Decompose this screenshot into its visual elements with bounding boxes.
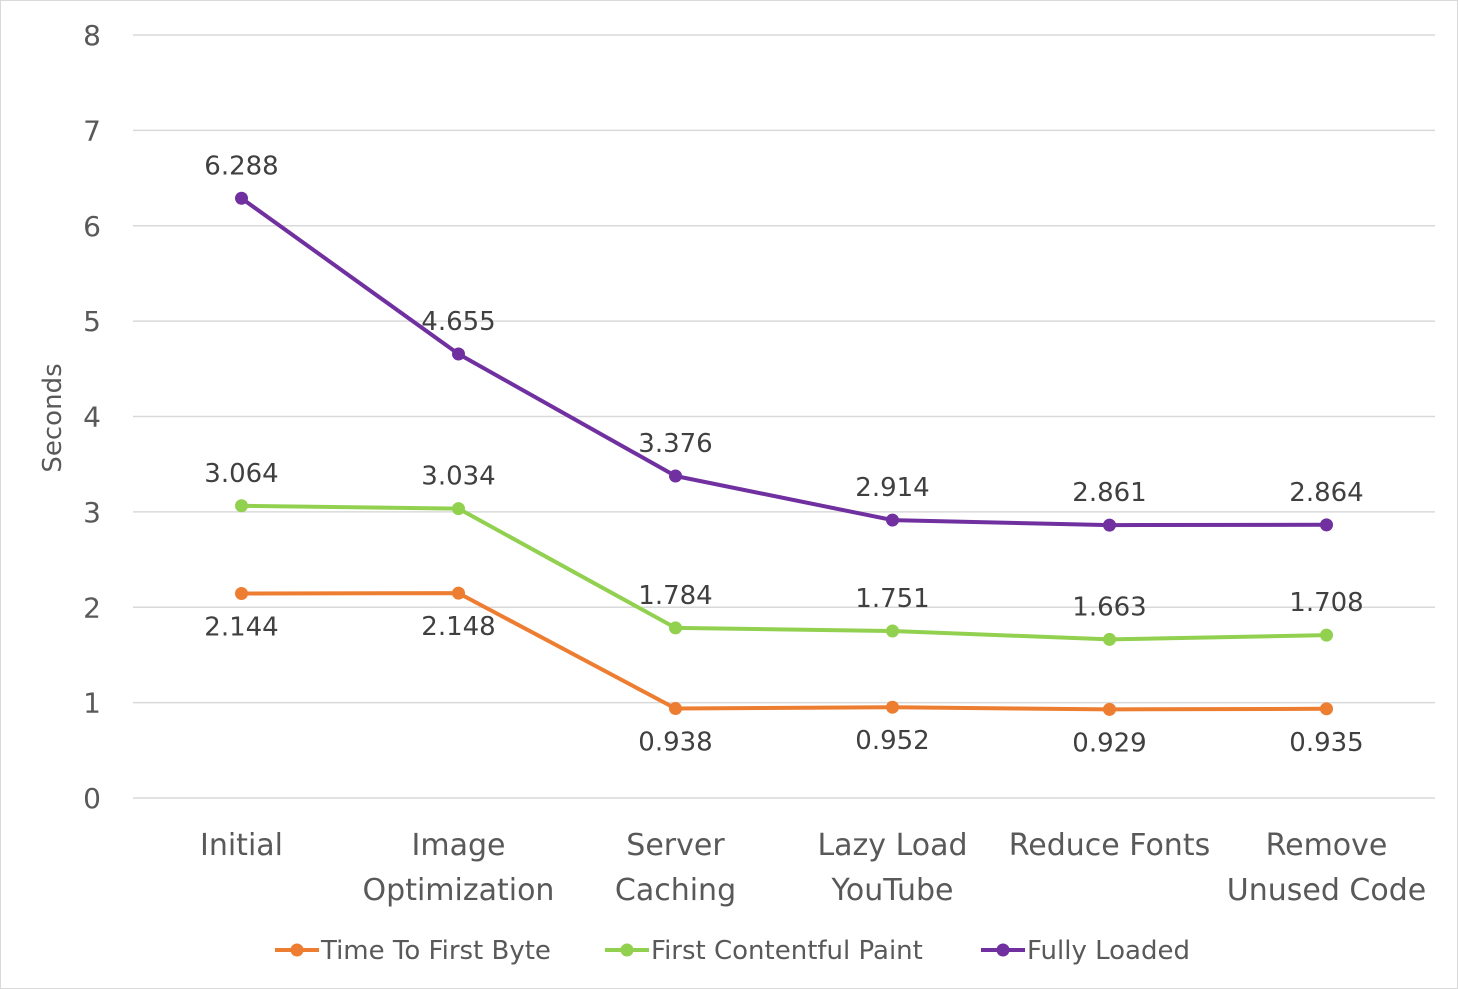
series-2: 6.288 4.655 3.376 2.914 2.861 2.864 (204, 151, 1364, 532)
data-point (1320, 518, 1333, 532)
data-label: 0.929 (1072, 728, 1146, 758)
data-point (1103, 632, 1116, 646)
y-tick-label: 5 (83, 305, 101, 338)
x-category-label-line: YouTube (831, 873, 954, 908)
x-category-label-line: Caching (615, 873, 736, 908)
data-point (886, 513, 899, 527)
data-label: 1.663 (1072, 592, 1146, 622)
legend-item: First Contentful Paint (605, 936, 923, 966)
x-category-label-line: Lazy Load (817, 828, 967, 863)
y-tick-label: 3 (83, 496, 101, 529)
legend-label: Time To First Byte (320, 936, 551, 966)
y-tick-label: 6 (83, 210, 101, 243)
gridlines (133, 34, 1435, 799)
data-point (1320, 702, 1333, 716)
y-tick-label: 4 (83, 401, 101, 434)
x-category-label: Initial (200, 828, 283, 863)
data-label: 0.935 (1289, 728, 1363, 758)
x-category-label-line: Reduce Fonts (1009, 828, 1210, 863)
x-category-label: Image Optimization (363, 828, 555, 908)
x-category-label-line: Image (412, 828, 506, 863)
data-label: 0.938 (638, 728, 712, 758)
x-category-label: Reduce Fonts (1009, 828, 1210, 863)
data-point (235, 587, 248, 601)
data-point (235, 499, 248, 513)
series-1: 3.064 3.034 1.784 1.751 1.663 1.708 (204, 459, 1364, 646)
data-label: 0.952 (855, 726, 929, 756)
data-point (886, 624, 899, 638)
legend-item: Fully Loaded (981, 936, 1190, 966)
x-axis-categories: Initial Image Optimization Server Caching Laz… (200, 828, 1426, 908)
y-tick-label: 7 (83, 114, 101, 147)
x-category-label-line: Remove (1266, 828, 1388, 863)
data-point (669, 469, 682, 483)
x-category-label-line: Optimization (363, 873, 555, 908)
x-category-label-line: Server (626, 828, 725, 863)
data-point (669, 621, 682, 635)
legend: Time To First Byte First Contentful Paint… (275, 936, 1190, 966)
x-category-label-line: Initial (200, 828, 283, 863)
data-point (452, 347, 465, 361)
data-label: 2.148 (421, 612, 495, 642)
x-category-label: Remove Unused Code (1227, 828, 1426, 908)
y-axis-title: Seconds (38, 363, 68, 472)
data-label: 2.914 (855, 473, 929, 503)
data-label: 2.144 (204, 613, 278, 643)
data-point (886, 700, 899, 714)
data-point (669, 702, 682, 716)
data-label: 2.861 (1072, 478, 1146, 508)
y-tick-label: 2 (83, 591, 101, 624)
series-line (239, 503, 1329, 642)
data-label: 3.034 (421, 462, 495, 492)
data-label: 4.655 (421, 307, 495, 337)
legend-item: Time To First Byte (275, 936, 551, 966)
legend-swatch-marker (996, 943, 1010, 957)
data-label: 6.288 (204, 151, 278, 181)
series-0: 2.144 2.148 0.938 0.952 0.929 0.935 (204, 586, 1364, 758)
data-point (1103, 518, 1116, 532)
legend-swatch-marker (620, 943, 634, 957)
legend-label: First Contentful Paint (651, 936, 923, 966)
x-category-label-line: Unused Code (1227, 873, 1426, 908)
series: 2.144 2.148 0.938 0.952 0.929 0.935 3.064 3.034… (204, 151, 1363, 758)
data-point (235, 191, 248, 205)
data-label: 2.864 (1289, 478, 1363, 508)
x-category-label: Server Caching (615, 828, 736, 908)
data-point (452, 586, 465, 600)
series-line (239, 196, 1329, 528)
data-label: 3.064 (204, 459, 278, 489)
x-category-label: Lazy Load YouTube (817, 828, 967, 908)
y-tick-label: 0 (83, 782, 101, 815)
data-label: 1.708 (1289, 588, 1363, 618)
legend-swatch-marker (290, 943, 304, 957)
data-label: 3.376 (638, 429, 712, 459)
y-axis-ticks: 0 1 2 3 4 5 6 7 8 (83, 19, 101, 815)
data-label: 1.784 (638, 581, 712, 611)
data-point (452, 502, 465, 516)
data-label: 1.751 (855, 584, 929, 614)
data-point (1103, 702, 1116, 716)
y-tick-label: 8 (83, 19, 101, 52)
data-point (1320, 628, 1333, 642)
series-line (239, 591, 1329, 712)
legend-label: Fully Loaded (1027, 936, 1190, 966)
y-tick-label: 1 (83, 687, 101, 720)
